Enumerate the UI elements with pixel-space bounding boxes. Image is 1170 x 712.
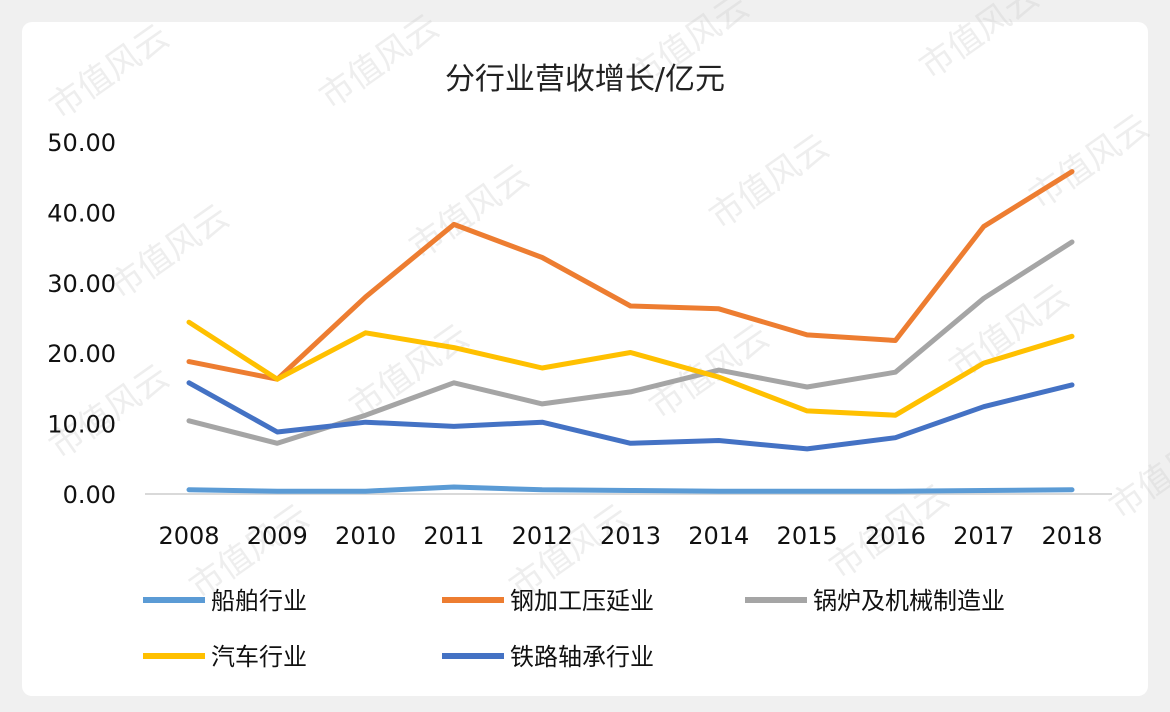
x-tick-label: 2012 <box>512 522 573 550</box>
y-tick-label: 30.00 <box>47 270 116 298</box>
y-tick-label: 10.00 <box>47 411 116 439</box>
x-tick-label: 2008 <box>158 522 219 550</box>
series-line <box>186 484 1075 494</box>
watermark-text: 市值风云 <box>1022 107 1156 218</box>
x-tick-label: 2014 <box>688 522 749 550</box>
watermark-text: 市值风云 <box>912 0 1046 87</box>
watermark-text: 市值风云 <box>102 197 236 308</box>
x-tick-label: 2009 <box>247 522 308 550</box>
x-tick-label: 2016 <box>865 522 926 550</box>
legend-label: 汽车行业 <box>211 643 307 671</box>
y-axis-ticks: 0.00 10.00 20.00 30.00 40.00 50.00 <box>47 129 116 509</box>
x-tick-label: 2013 <box>600 522 661 550</box>
x-axis-ticks: 2008 2009 2010 2011 2012 2013 2014 2015 2016 2017… <box>158 522 1102 550</box>
y-tick-label: 50.00 <box>47 129 116 157</box>
series-lines <box>186 169 1075 494</box>
y-tick-label: 40.00 <box>47 199 116 227</box>
watermark-text: 市值风云 <box>942 277 1076 388</box>
x-tick-label: 2011 <box>423 522 484 550</box>
legend-label: 铁路轴承行业 <box>510 643 654 671</box>
y-tick-label: 0.00 <box>63 481 116 509</box>
legend-label: 钢加工压延业 <box>510 587 654 615</box>
x-tick-label: 2015 <box>777 522 838 550</box>
y-tick-label: 20.00 <box>47 340 116 368</box>
x-tick-label: 2017 <box>953 522 1014 550</box>
watermark-text: 市值风云 <box>702 127 836 238</box>
series-line <box>186 239 1075 446</box>
legend-label: 锅炉及机械制造业 <box>813 587 1005 615</box>
series-line <box>186 380 1075 452</box>
watermark-text: 市值风云 <box>1102 417 1170 528</box>
series-line <box>186 319 1075 418</box>
watermark-text: 市值风云 <box>312 7 446 118</box>
series-line <box>186 169 1075 382</box>
legend-label: 船舶行业 <box>211 587 307 615</box>
watermark-text: 市值风云 <box>42 17 176 128</box>
x-tick-label: 2018 <box>1041 522 1102 550</box>
x-tick-label: 2010 <box>335 522 396 550</box>
chart-title: 分行业营收增长/亿元 <box>445 62 725 97</box>
